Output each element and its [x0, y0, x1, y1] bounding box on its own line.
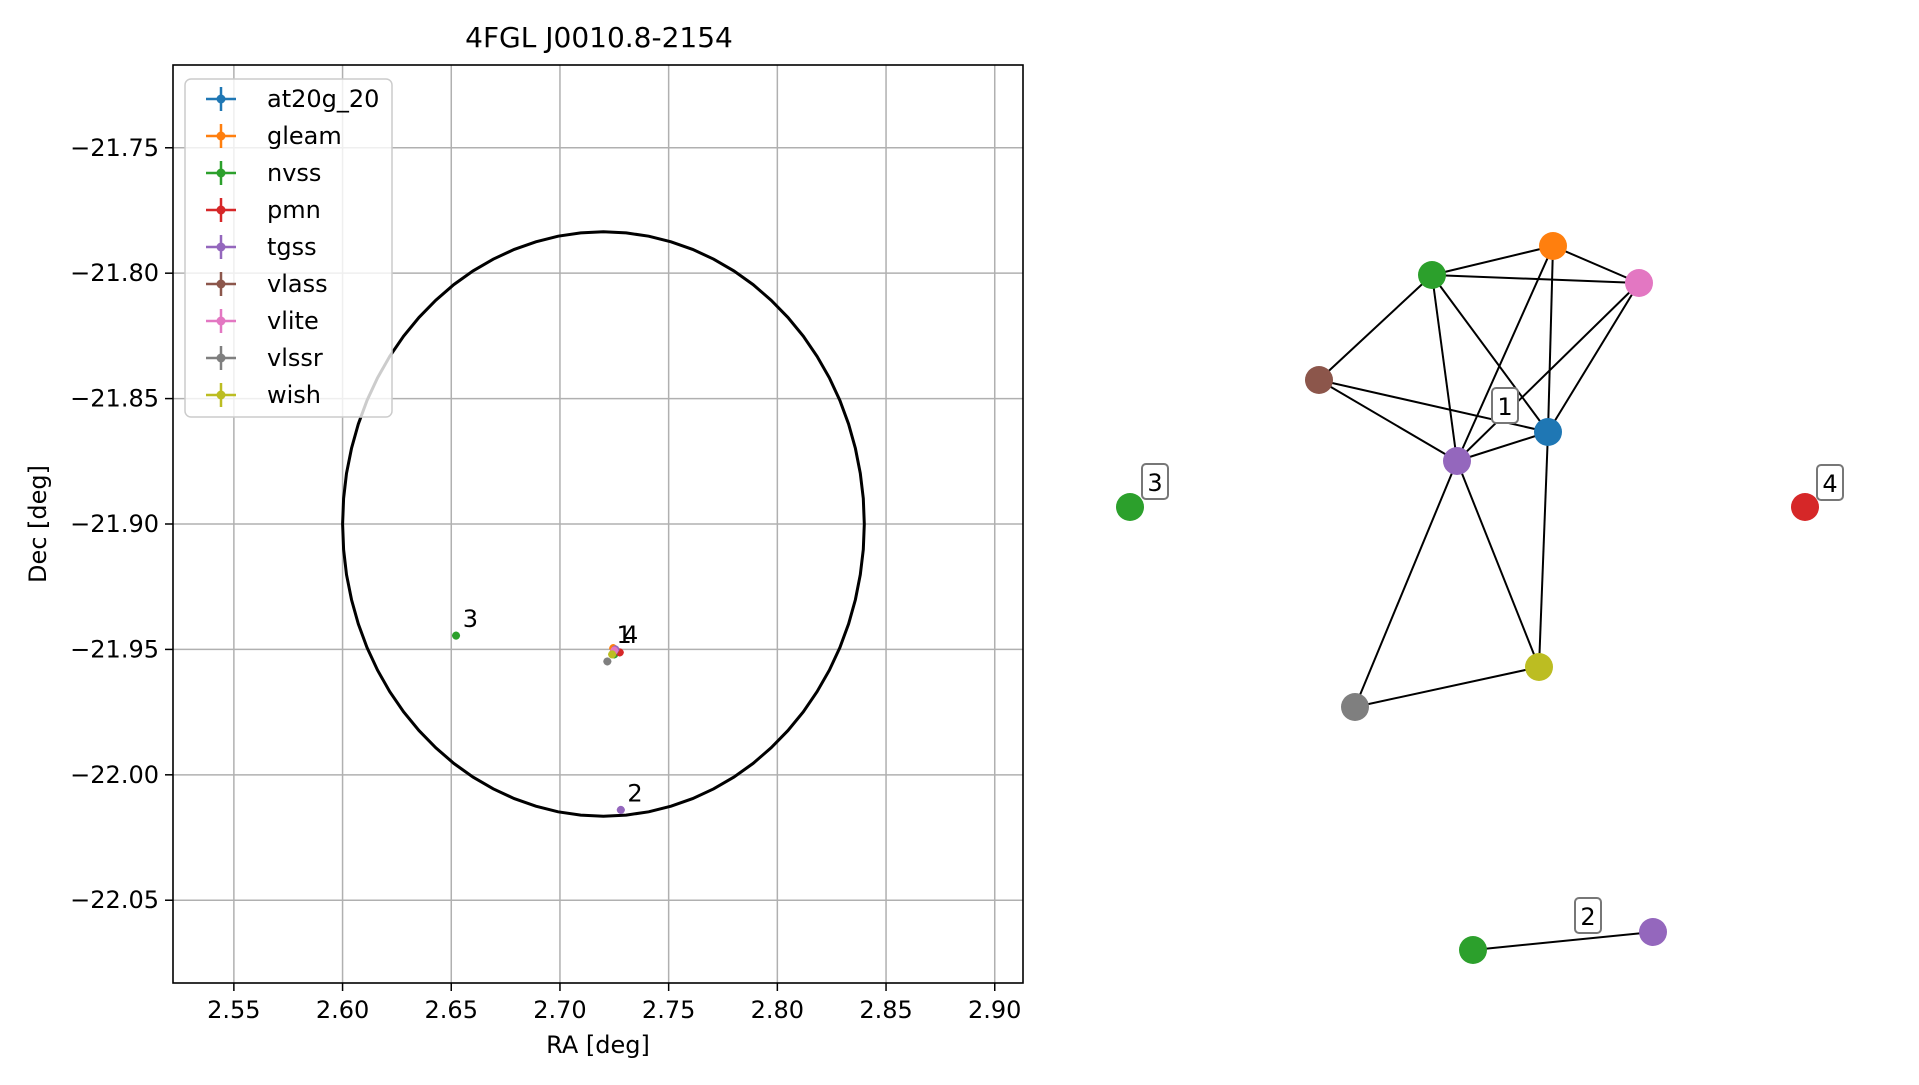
legend-dot-tgss — [216, 242, 226, 252]
edge-tgss-at20g_20 — [1456, 431, 1549, 462]
legend-label-pmn: pmn — [267, 196, 321, 224]
legend-dot-gleam — [216, 131, 226, 141]
network-label-box — [1491, 387, 1519, 424]
node-nvss — [1418, 261, 1446, 289]
y-tick-label: −22.00 — [70, 761, 159, 789]
y-axis-label: Dec [deg] — [24, 465, 52, 583]
axis-ticks: 2.55 2.60 2.65 2.70 2.75 2.80 2.85 2.90 −21.75 −2… — [70, 134, 1021, 1024]
network-label-box — [1141, 463, 1169, 500]
y-tick-label: −21.95 — [70, 635, 159, 663]
y-tick-label: −21.75 — [70, 134, 159, 162]
y-tick-label: −21.80 — [70, 259, 159, 287]
x-tick-label: 2.60 — [316, 996, 369, 1024]
edge-gleam-vlite — [1552, 245, 1640, 284]
node-vlssr — [1341, 693, 1369, 721]
x-tick-label: 2.85 — [859, 996, 912, 1024]
legend-frame — [184, 78, 393, 418]
point-annotations: 14 3 2 — [463, 605, 643, 808]
point-vlssr — [603, 657, 612, 666]
network-edges — [1318, 245, 1654, 951]
x-tick-label: 2.55 — [207, 996, 260, 1024]
edge-vlite-tgss — [1456, 282, 1640, 462]
edge-tgss-vlssr — [1354, 460, 1458, 708]
edge-gleam-at20g_20 — [1547, 245, 1554, 433]
scatter-chart: 4FGL J0010.8-2154 2.55 2.60 2.65 2.70 2.75 2.… — [24, 21, 1024, 1059]
legend-dot-vlite — [216, 316, 226, 326]
x-tick-label: 2.70 — [533, 996, 586, 1024]
node-pmn_4 — [1791, 493, 1819, 521]
network-labels: 1 2 3 4 — [1141, 387, 1844, 934]
grid-lines — [173, 65, 1023, 983]
x-tick-label: 2.80 — [751, 996, 804, 1024]
network-label: 4 — [1822, 470, 1837, 498]
edge-nvss-gleam — [1431, 245, 1554, 276]
legend-label-tgss: tgss — [267, 233, 317, 261]
x-tick-label: 2.90 — [968, 996, 1021, 1024]
data-points — [452, 631, 625, 814]
y-tick-label: −21.90 — [70, 510, 159, 538]
chart-title: 4FGL J0010.8-2154 — [465, 21, 733, 54]
x-tick-label: 2.75 — [642, 996, 695, 1024]
network-graph: 1 2 3 4 — [1116, 232, 1844, 964]
edge-vlssr-wish — [1354, 666, 1540, 708]
node-vlass — [1305, 366, 1333, 394]
legend-dot-at20g_20 — [216, 94, 226, 104]
edge-tgss-wish — [1456, 460, 1540, 668]
edge-vlass-tgss — [1318, 379, 1458, 462]
network-label: 1 — [1497, 393, 1512, 421]
legend-dot-vlass — [216, 279, 226, 289]
edge-nvss-tgss — [1431, 274, 1458, 462]
legend-dot-pmn — [216, 205, 226, 215]
node-gleam — [1539, 232, 1567, 260]
edge-nvss-vlite — [1431, 274, 1640, 284]
annotation-label: 4 — [623, 621, 638, 649]
legend-dot-nvss — [216, 168, 226, 178]
network-label-box — [1574, 897, 1602, 934]
annotation-label: 3 — [463, 605, 478, 633]
legend-label-vlssr: vlssr — [267, 344, 323, 372]
edge-vlite-at20g_20 — [1547, 282, 1640, 433]
edge-at20g_20-wish — [1538, 431, 1549, 668]
legend-label-at20g_20: at20g_20 — [267, 85, 379, 113]
x-tick-label: 2.65 — [425, 996, 478, 1024]
y-tick-label: −22.05 — [70, 886, 159, 914]
network-nodes — [1116, 232, 1819, 964]
legend-label-wish: wish — [267, 381, 321, 409]
node-tgss_2 — [1639, 918, 1667, 946]
point-nvss — [452, 631, 461, 640]
y-tick-label: −21.85 — [70, 385, 159, 413]
node-nvss_3 — [1116, 493, 1144, 521]
confidence-ellipse — [341, 230, 866, 818]
annotation-label: 1 — [616, 621, 631, 649]
network-label: 2 — [1580, 903, 1595, 931]
point-wish — [608, 650, 617, 659]
edge-nvss_2-tgss_2 — [1472, 931, 1654, 951]
legend-label-nvss: nvss — [267, 159, 321, 187]
legend-label-vlite: vlite — [267, 307, 319, 335]
edge-nvss-at20g_20 — [1431, 274, 1549, 433]
legend-dot-vlssr — [216, 353, 226, 363]
annotation-label: 2 — [627, 780, 642, 808]
node-wish — [1525, 653, 1553, 681]
x-axis-label: RA [deg] — [546, 1031, 650, 1059]
network-label-box — [1816, 464, 1844, 501]
node-vlite — [1625, 269, 1653, 297]
legend-dot-wish — [216, 390, 226, 400]
legend-label-vlass: vlass — [267, 270, 328, 298]
node-tgss — [1443, 447, 1471, 475]
node-nvss_2 — [1459, 936, 1487, 964]
point-tgss — [616, 805, 625, 814]
edge-gleam-tgss — [1456, 245, 1554, 462]
node-at20g_20 — [1534, 418, 1562, 446]
edge-nvss-vlass — [1318, 274, 1433, 381]
network-label: 3 — [1147, 469, 1162, 497]
legend-label-gleam: gleam — [267, 122, 342, 150]
